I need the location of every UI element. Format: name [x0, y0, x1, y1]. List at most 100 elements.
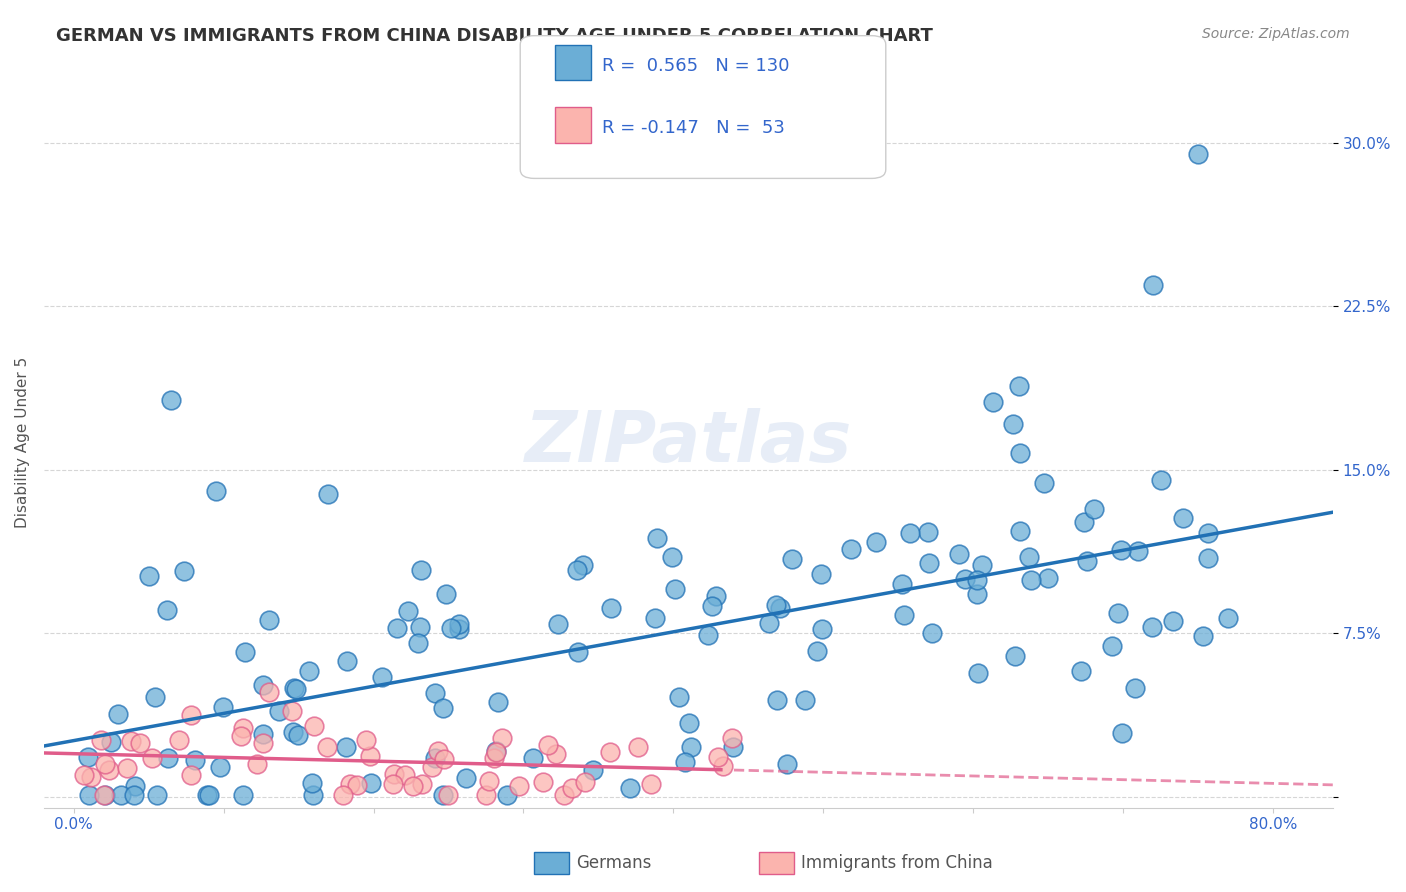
Point: [302, 788, 325, 802]
Point: [599, 745, 621, 759]
Point: [385, 621, 408, 635]
Point: [485, 744, 508, 758]
Point: [332, 788, 354, 802]
Point: [661, 549, 683, 564]
Point: [432, 788, 454, 802]
Point: [967, 665, 990, 680]
Point: [180, 708, 202, 723]
Point: [146, 788, 169, 802]
Point: [173, 564, 195, 578]
Point: [79, 788, 101, 802]
Point: [115, 760, 138, 774]
Point: [80, 770, 103, 784]
Point: [1002, 417, 1025, 431]
Point: [107, 707, 129, 722]
Point: [891, 577, 914, 591]
Point: [1107, 607, 1129, 621]
Point: [302, 719, 325, 733]
Point: [420, 759, 443, 773]
Point: [1111, 726, 1133, 740]
Point: [195, 788, 218, 802]
Point: [567, 563, 589, 577]
Point: [1018, 549, 1040, 564]
Point: [356, 732, 378, 747]
Point: [948, 547, 970, 561]
Point: [893, 607, 915, 622]
Point: [346, 778, 368, 792]
Point: [94, 788, 117, 802]
Point: [811, 622, 834, 636]
Point: [110, 788, 132, 802]
Point: [711, 759, 734, 773]
Point: [794, 693, 817, 707]
Point: [433, 752, 456, 766]
Point: [522, 751, 544, 765]
Point: [257, 613, 280, 627]
Point: [668, 690, 690, 704]
Point: [572, 558, 595, 572]
Point: [1125, 681, 1147, 695]
Point: [1008, 524, 1031, 539]
Point: [423, 686, 446, 700]
Y-axis label: Disability Age Under 5: Disability Age Under 5: [15, 357, 30, 528]
Point: [917, 524, 939, 539]
Point: [865, 535, 887, 549]
Point: [440, 621, 463, 635]
Point: [252, 727, 274, 741]
Point: [425, 751, 447, 765]
Point: [122, 788, 145, 802]
Text: GERMAN VS IMMIGRANTS FROM CHINA DISABILITY AGE UNDER 5 CORRELATION CHART: GERMAN VS IMMIGRANTS FROM CHINA DISABILI…: [56, 27, 934, 45]
Point: [547, 616, 569, 631]
Point: [696, 628, 718, 642]
Point: [1010, 446, 1032, 460]
Point: [485, 745, 508, 759]
Point: [447, 616, 470, 631]
Point: [406, 636, 429, 650]
Point: [212, 700, 235, 714]
Point: [409, 563, 432, 577]
Point: [336, 654, 359, 668]
Point: [371, 670, 394, 684]
Point: [1161, 614, 1184, 628]
Point: [252, 736, 274, 750]
Point: [496, 788, 519, 802]
Point: [627, 740, 650, 755]
Point: [567, 645, 589, 659]
Point: [229, 729, 252, 743]
Point: [574, 774, 596, 789]
Point: [966, 587, 988, 601]
Point: [664, 582, 686, 596]
Point: [673, 755, 696, 769]
Point: [1142, 277, 1164, 292]
Point: [1197, 526, 1219, 541]
Point: [360, 776, 382, 790]
Point: [1032, 475, 1054, 490]
Point: [436, 788, 458, 802]
Point: [252, 678, 274, 692]
Point: [169, 733, 191, 747]
Point: [124, 780, 146, 794]
Point: [1073, 516, 1095, 530]
Point: [198, 788, 221, 802]
Point: [316, 487, 339, 501]
Point: [245, 757, 267, 772]
Point: [1187, 146, 1209, 161]
Point: [232, 721, 254, 735]
Point: [1038, 571, 1060, 585]
Point: [90, 733, 112, 747]
Point: [966, 574, 988, 588]
Point: [1008, 379, 1031, 393]
Point: [707, 750, 730, 764]
Point: [981, 394, 1004, 409]
Point: [128, 735, 150, 749]
Point: [765, 598, 787, 612]
Point: [159, 393, 181, 408]
Point: [700, 599, 723, 613]
Point: [335, 739, 357, 754]
Point: [141, 751, 163, 765]
Point: [758, 616, 780, 631]
Point: [780, 552, 803, 566]
Point: [427, 744, 450, 758]
Point: [1192, 629, 1215, 643]
Point: [491, 731, 513, 745]
